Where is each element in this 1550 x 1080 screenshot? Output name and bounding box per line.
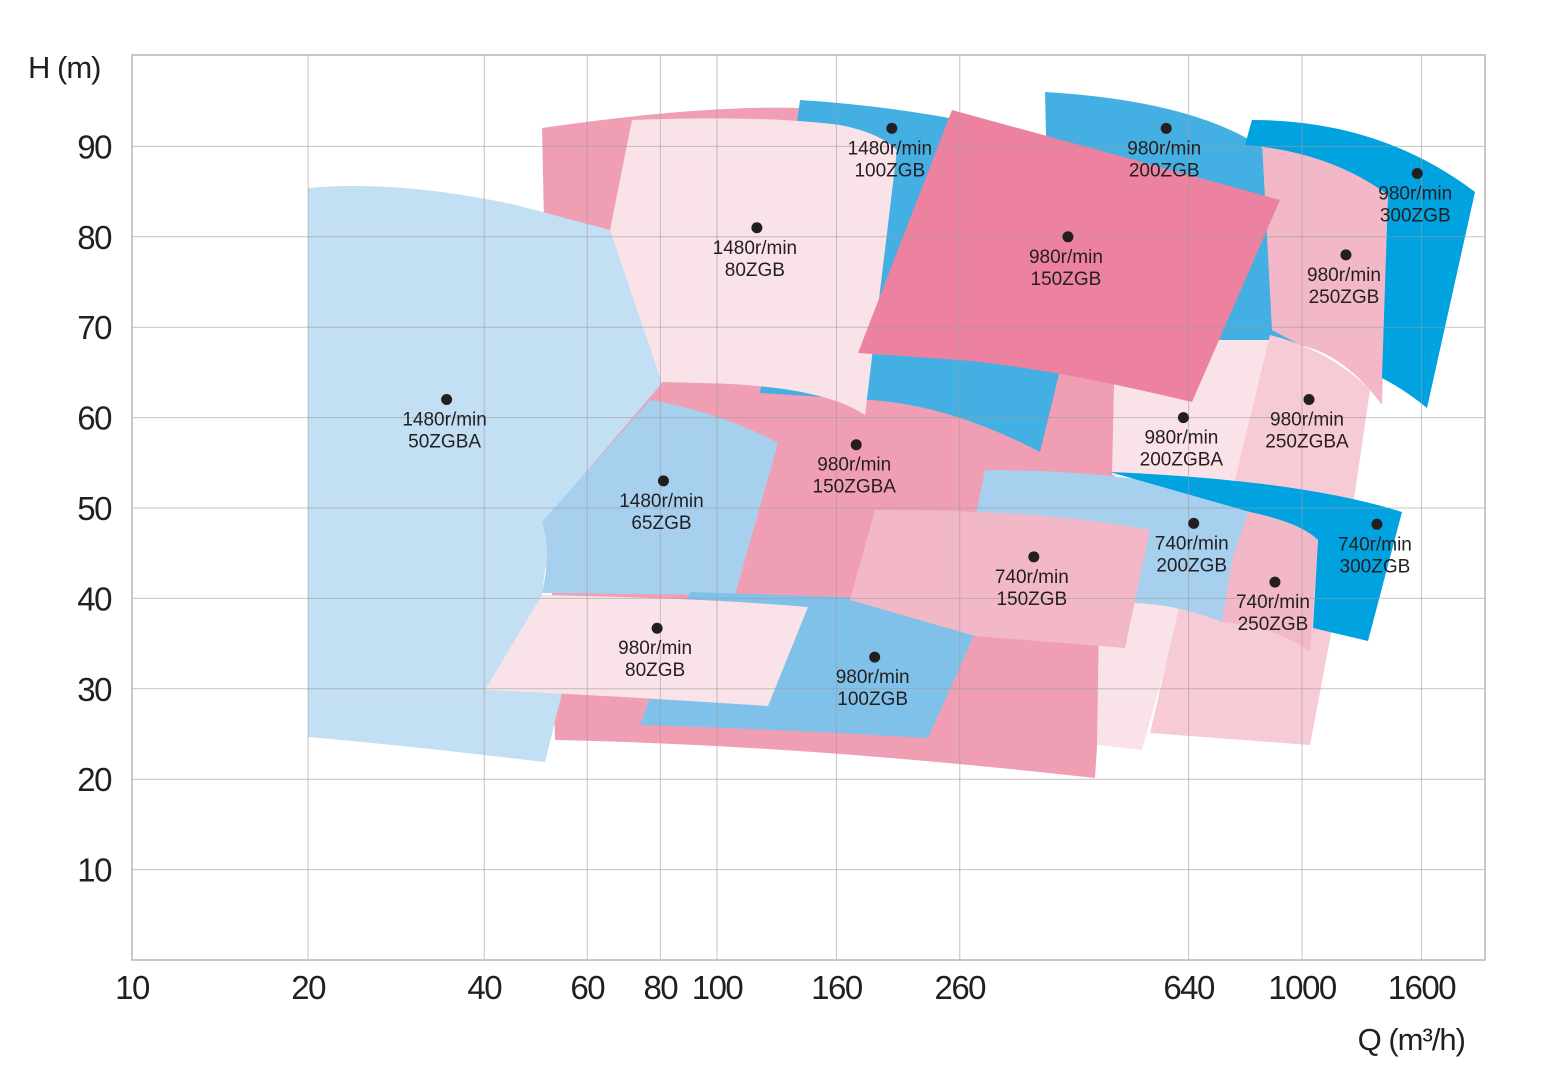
region-740rpm-150zgb	[850, 510, 1150, 648]
region-speed-label: 980r/min	[1029, 247, 1103, 268]
operating-point	[1303, 394, 1315, 406]
operating-point	[1371, 518, 1383, 530]
region-model-label: 150ZGB	[996, 589, 1067, 610]
operating-point	[441, 394, 453, 406]
operating-point	[751, 222, 763, 234]
region-speed-label: 980r/min	[836, 667, 910, 688]
region-speed-label: 740r/min	[1236, 592, 1310, 613]
region-speed-label: 1480r/min	[402, 410, 487, 431]
region-speed-label: 980r/min	[1378, 184, 1452, 205]
x-tick-label: 20	[291, 969, 326, 1006]
y-tick-label: 80	[77, 219, 112, 256]
y-tick-label: 70	[77, 309, 112, 346]
plot-frame	[131, 54, 1486, 961]
operating-point	[1062, 231, 1074, 243]
x-axis-title: Q (m³/h)	[1358, 1022, 1465, 1057]
region-speed-label: 1480r/min	[713, 238, 798, 259]
region-speed-label: 980r/min	[1144, 428, 1218, 449]
x-tick-label: 160	[811, 969, 863, 1006]
x-tick-label: 1600	[1388, 969, 1457, 1006]
x-tick-label: 260	[934, 969, 986, 1006]
performance-regions	[308, 92, 1475, 778]
region-speed-label: 740r/min	[1338, 534, 1412, 555]
operating-point	[1028, 551, 1040, 563]
operating-point	[850, 439, 862, 451]
region-model-label: 200ZGB	[1156, 555, 1227, 576]
x-tick-label: 100	[692, 969, 744, 1006]
y-axis-title: H (m)	[28, 50, 100, 85]
region-980rpm-80zgb	[485, 595, 808, 706]
operating-point	[1188, 517, 1200, 529]
grid	[131, 54, 1486, 961]
region-980rpm-200zgba	[1097, 340, 1270, 750]
region-model-label: 300ZGB	[1340, 556, 1411, 577]
operating-point	[651, 622, 663, 634]
region-980rpm-250zgb	[1262, 142, 1388, 405]
region-model-label: 150ZGBA	[813, 477, 897, 498]
region-model-label: 250ZGBA	[1265, 432, 1349, 453]
region-1480rpm-80zgb	[610, 118, 897, 415]
y-tick-label: 60	[77, 400, 112, 437]
region-model-label: 50ZGBA	[408, 432, 481, 453]
region-model-label: 65ZGB	[631, 513, 691, 534]
operating-point	[1340, 249, 1352, 261]
y-tick-label: 50	[77, 490, 112, 527]
region-model-label: 80ZGB	[725, 260, 785, 281]
operating-point	[1411, 168, 1423, 180]
region-model-label: 250ZGB	[1309, 287, 1380, 308]
region-speed-label: 980r/min	[1270, 410, 1344, 431]
x-tick-label: 80	[643, 969, 678, 1006]
region-speed-label: 740r/min	[995, 567, 1069, 588]
x-tick-label: 10	[115, 969, 150, 1006]
operating-point	[1177, 412, 1189, 424]
region-speed-label: 980r/min	[618, 638, 692, 659]
region-model-label: 300ZGB	[1380, 206, 1451, 227]
operating-point	[1269, 576, 1281, 588]
y-tick-label: 10	[77, 852, 112, 889]
region-speed-label: 740r/min	[1155, 533, 1229, 554]
operating-point	[869, 651, 881, 663]
region-speed-label: 1480r/min	[619, 491, 704, 512]
region-speed-label: 980r/min	[817, 455, 891, 476]
axes: 10 20 40 60 80 100 160 260 640 1000 1600 10 20 30 40 50…	[28, 50, 1466, 1057]
y-tick-label: 30	[77, 671, 112, 708]
x-tick-label: 640	[1163, 969, 1215, 1006]
x-tick-label: 40	[467, 969, 502, 1006]
operating-point	[886, 122, 898, 134]
region-speed-label: 1480r/min	[848, 138, 933, 159]
y-tick-label: 20	[77, 761, 112, 798]
region-model-label: 250ZGB	[1238, 614, 1309, 635]
region-speed-label: 980r/min	[1307, 265, 1381, 286]
y-tick-label: 90	[77, 128, 112, 165]
x-tick-label: 60	[570, 969, 605, 1006]
region-model-label: 100ZGB	[854, 160, 925, 181]
region-980rpm-300zgb	[1245, 120, 1475, 408]
y-tick-label: 40	[77, 580, 112, 617]
region-speed-label: 980r/min	[1127, 138, 1201, 159]
region-model-label: 200ZGB	[1129, 160, 1200, 181]
x-tick-label: 1000	[1268, 969, 1337, 1006]
region-labels: 980r/min150ZGBA1480r/min100ZGB1480r/min8…	[402, 122, 1452, 710]
operating-point	[657, 475, 669, 487]
region-model-label: 150ZGB	[1031, 269, 1102, 290]
region-model-label: 100ZGB	[837, 689, 908, 710]
region-980rpm-150zgb	[858, 110, 1280, 402]
operating-point	[1160, 122, 1172, 134]
region-model-label: 80ZGB	[625, 660, 685, 681]
region-model-label: 200ZGBA	[1140, 450, 1224, 471]
